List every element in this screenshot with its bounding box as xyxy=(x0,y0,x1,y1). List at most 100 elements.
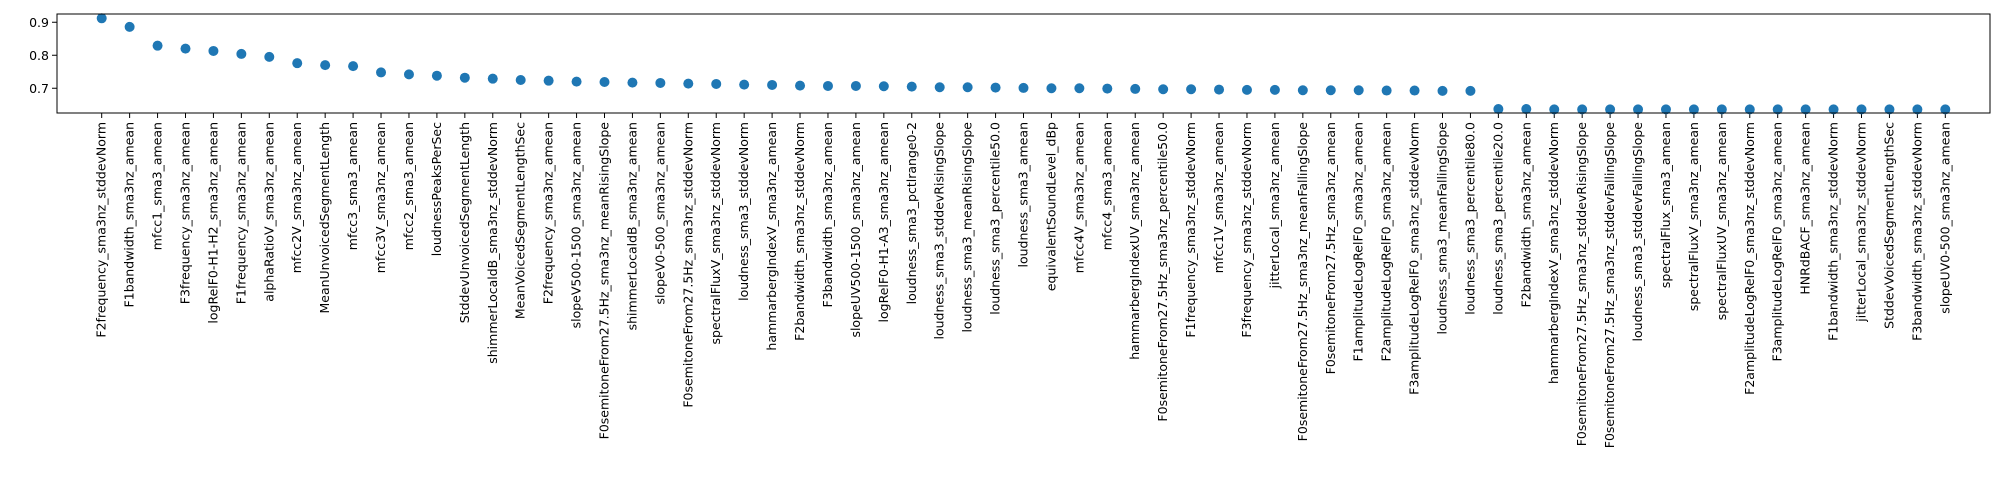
x-tick-label: slopeV0-500_sma3nz_amean xyxy=(652,122,667,305)
x-tick-label: F0semitoneFrom27.5Hz_sma3nz_stddevNorm xyxy=(680,122,695,408)
x-tick-label: F3frequency_sma3nz_stddevNorm xyxy=(1239,122,1254,338)
x-tick-label: F0semitoneFrom27.5Hz_sma3nz_stddevRising… xyxy=(1574,122,1589,447)
x-tick-label: F0semitoneFrom27.5Hz_sma3nz_stddevFallin… xyxy=(1602,122,1617,449)
data-point xyxy=(376,67,387,78)
data-point xyxy=(934,82,945,93)
x-tick-label: F0semitoneFrom27.5Hz_sma3nz_amean xyxy=(1323,122,1338,374)
x-tick-label: logRelF0-H1-A3_sma3nz_amean xyxy=(876,122,891,322)
plot-frame xyxy=(56,13,1991,114)
data-point xyxy=(1325,85,1336,96)
data-point xyxy=(1744,104,1755,115)
x-tick-label: loudness_sma3_stddevFallingSlope xyxy=(1630,122,1645,342)
data-point xyxy=(264,51,275,62)
x-tick-label: loudness_sma3_meanFallingSlope xyxy=(1435,122,1450,335)
x-tick-label: MeanUnvoicedSegmentLength xyxy=(317,122,332,314)
y-tick-label: 0.9 xyxy=(29,15,49,30)
data-point xyxy=(1633,104,1644,115)
data-points xyxy=(96,13,1951,115)
x-tick-label: shimmerLocaldB_sma3nz_stddevNorm xyxy=(485,122,500,364)
x-tick-label: F3frequency_sma3nz_amean xyxy=(177,122,192,304)
x-tick-label: jitterLocal_sma3nz_stddevNorm xyxy=(1854,122,1869,323)
x-tick-label: F1frequency_sma3nz_amean xyxy=(233,122,248,304)
x-tick-label: spectralFluxUV_sma3nz_amean xyxy=(1714,122,1729,320)
x-tick-label: F2bandwidth_sma3nz_amean xyxy=(1518,122,1533,307)
x-tick-label: slopeV500-1500_sma3nz_amean xyxy=(569,122,584,328)
data-point xyxy=(795,80,806,91)
x-tick-label: shimmerLocaldB_sma3nz_amean xyxy=(624,122,639,330)
x-tick-label: slopeUV0-500_sma3nz_amean xyxy=(1937,122,1952,314)
x-tick-label: hammarbergIndexUV_sma3nz_amean xyxy=(1127,122,1142,360)
x-tick-label: F3bandwidth_sma3nz_stddevNorm xyxy=(1909,122,1924,341)
data-point xyxy=(1269,84,1280,95)
data-point xyxy=(627,77,638,88)
data-point xyxy=(850,80,861,91)
data-point xyxy=(431,70,442,81)
x-tick-label: loudness_sma3_meanRisingSlope xyxy=(960,122,975,333)
data-point xyxy=(124,21,135,32)
data-point xyxy=(683,78,694,89)
data-point xyxy=(822,80,833,91)
data-point xyxy=(906,81,917,92)
data-point xyxy=(767,79,778,90)
x-tick-label: F1amplitudeLogRelF0_sma3nz_amean xyxy=(1351,122,1366,361)
x-tick-label: loudness_sma3_percentile50.0 xyxy=(988,122,1003,315)
x-tick-label: alphaRatioV_sma3nz_amean xyxy=(261,122,276,302)
x-tick-label: F0semitoneFrom27.5Hz_sma3nz_meanFallingS… xyxy=(1295,122,1310,442)
x-tick-label: mfcc2V_sma3nz_amean xyxy=(289,122,304,273)
x-tick-label: F2amplitudeLogRelF0_sma3nz_amean xyxy=(1379,122,1394,361)
data-point xyxy=(1828,104,1839,115)
x-tick-label: jitterLocal_sma3nz_amean xyxy=(1267,122,1282,289)
data-point xyxy=(1074,83,1085,94)
x-tick-label: spectralFluxV_sma3nz_amean xyxy=(1686,122,1701,311)
data-point xyxy=(1772,104,1783,115)
x-tick-label: loudness_sma3_stddevNorm xyxy=(736,122,751,301)
x-tick-label: mfcc1_sma3_amean xyxy=(150,122,165,250)
data-point xyxy=(1381,85,1392,96)
data-point xyxy=(1186,84,1197,95)
x-tick-label: loudness_sma3_pctlrange0-2 xyxy=(904,122,919,304)
data-point xyxy=(1353,85,1364,96)
x-tick-label: loudness_sma3_amean xyxy=(1016,122,1031,268)
x-tick-label: mfcc3V_sma3nz_amean xyxy=(373,122,388,273)
data-point xyxy=(1409,85,1420,96)
x-tick-label: F3amplitudeLogRelF0_sma3nz_stddevNorm xyxy=(1407,122,1422,395)
x-tick-label: equivalentSoundLevel_dBp xyxy=(1043,122,1058,291)
data-point xyxy=(878,81,889,92)
data-point xyxy=(655,77,666,88)
x-tick-label: F2amplitudeLogRelF0_sma3nz_stddevNorm xyxy=(1742,122,1757,395)
data-point xyxy=(1241,84,1252,95)
data-point xyxy=(403,69,414,80)
x-tick-label: slopeUV500-1500_sma3nz_amean xyxy=(848,122,863,338)
x-tick-label: F1bandwidth_sma3nz_amean xyxy=(122,122,137,307)
x-tick-label: loudness_sma3_percentile80.0 xyxy=(1462,122,1477,315)
x-tick-label: F0semitoneFrom27.5Hz_sma3nz_meanRisingSl… xyxy=(596,122,611,440)
data-point xyxy=(739,79,750,90)
x-tick-label: mfcc4V_sma3nz_amean xyxy=(1071,122,1086,273)
data-point xyxy=(1214,84,1225,95)
x-tick-label: StddevUnvoicedSegmentLength xyxy=(457,122,472,323)
y-axis: 0.7 0.8 0.9 xyxy=(29,15,57,96)
x-tick-label: loudness_sma3_stddevRisingSlope xyxy=(932,122,947,340)
y-tick-label: 0.8 xyxy=(29,48,49,63)
data-point xyxy=(1465,85,1476,96)
x-tick-label: mfcc4_sma3_amean xyxy=(1099,122,1114,250)
data-point xyxy=(96,13,107,24)
x-tick-label: F1bandwidth_sma3nz_stddevNorm xyxy=(1826,122,1841,341)
data-point xyxy=(208,45,219,56)
y-tick-label: 0.7 xyxy=(29,81,49,96)
x-tick-label: MeanVoicedSegmentLengthSec xyxy=(513,122,528,319)
x-tick-label: F3amplitudeLogRelF0_sma3nz_amean xyxy=(1770,122,1785,361)
data-point xyxy=(599,76,610,87)
x-tick-label: mfcc1V_sma3nz_amean xyxy=(1211,122,1226,273)
data-point xyxy=(1912,104,1923,115)
data-point xyxy=(1130,83,1141,94)
data-point xyxy=(1437,85,1448,96)
data-point xyxy=(1577,104,1588,115)
data-point xyxy=(1102,83,1113,94)
data-point xyxy=(459,72,470,83)
x-tick-label: F2bandwidth_sma3nz_stddevNorm xyxy=(792,122,807,341)
x-tick-label: spectralFluxV_sma3nz_stddevNorm xyxy=(708,122,723,344)
data-point xyxy=(571,76,582,87)
x-tick-label: F2frequency_sma3nz_stddevNorm xyxy=(94,122,109,338)
